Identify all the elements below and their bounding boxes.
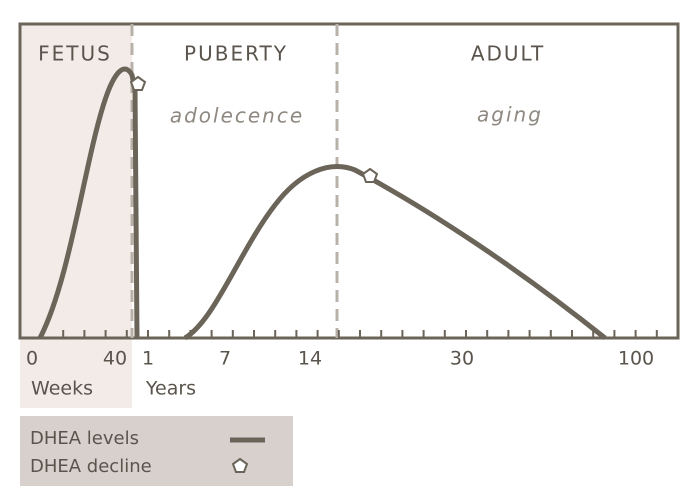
phase-label: PUBERTY: [184, 42, 288, 66]
tick-label: 14: [298, 348, 322, 370]
tick-label: 7: [219, 348, 231, 370]
frame: [18, 22, 680, 340]
decline-marker: [361, 167, 379, 183]
tick-label: 100: [618, 348, 654, 370]
tick-label: 40: [103, 348, 127, 370]
phase-note: adolecence: [170, 104, 304, 128]
legend-marker: [231, 457, 249, 473]
decline-marker: [129, 75, 147, 91]
tick-label: 1: [142, 348, 154, 370]
phase-label: ADULT: [471, 42, 545, 66]
dhea-curve: [183, 164, 607, 341]
legend-label: DHEA levels: [30, 428, 139, 449]
legend-label: DHEA decline: [30, 456, 152, 477]
phase-label: FETUS: [38, 42, 112, 66]
tick-label: 0: [26, 348, 38, 370]
tick-label: 30: [450, 348, 474, 370]
unit-label: Weeks: [31, 378, 93, 400]
unit-label: Years: [145, 378, 196, 400]
legend-box: [20, 416, 293, 486]
phase-note: aging: [477, 103, 543, 127]
dhea-curve: [37, 66, 140, 340]
